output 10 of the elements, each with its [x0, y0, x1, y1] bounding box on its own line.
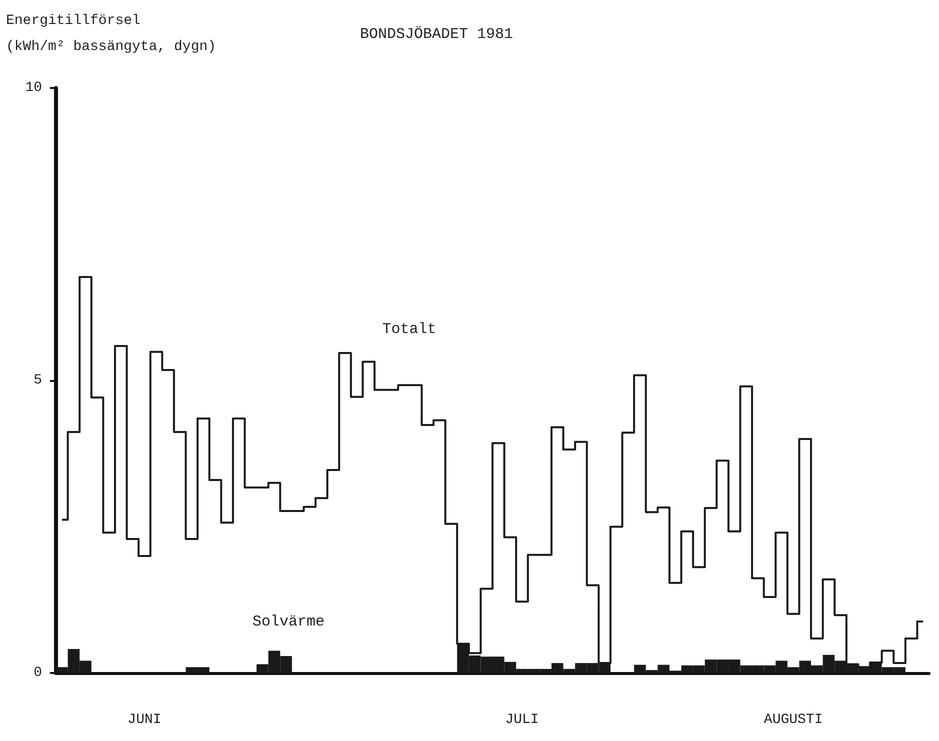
y-tick-label: 10 — [25, 80, 42, 96]
y-tick-label: 0 — [34, 665, 42, 681]
chart-title: BONDSJÖBADET 1981 — [360, 26, 514, 43]
series-label: Solvärme — [252, 614, 324, 630]
y-tick-label: 5 — [34, 372, 42, 388]
x-tick-label: AUGUSTI — [764, 712, 823, 728]
y-axis-title: Energitillförsel (kWh/m² bassängyta, dygn) — [6, 13, 216, 55]
x-tick-label: JULI — [505, 712, 539, 728]
series-label: Totalt — [382, 321, 436, 338]
x-tick-label: JUNI — [128, 712, 162, 728]
